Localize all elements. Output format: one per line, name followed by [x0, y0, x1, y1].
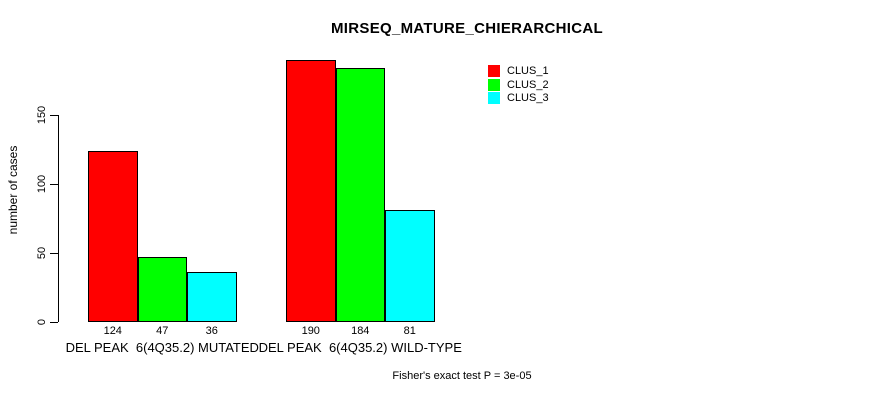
- legend-swatch: [488, 78, 500, 91]
- y-tick-mark: [50, 322, 58, 323]
- bar-clus_1-group2: [286, 59, 336, 322]
- y-tick-mark: [50, 115, 58, 116]
- legend-item-clus_3: CLUS_3: [488, 92, 549, 104]
- legend: CLUS_1 CLUS_2 CLUS_3: [488, 65, 549, 104]
- bar-clus_3-group2: [385, 210, 435, 322]
- bar-value-label: 36: [205, 325, 218, 337]
- bar-value-label: 190: [301, 325, 320, 337]
- bar-value-label: 184: [351, 325, 370, 337]
- bar-value-label: 124: [103, 325, 122, 337]
- legend-label: CLUS_2: [507, 78, 549, 91]
- y-tick-label: 50: [36, 246, 48, 260]
- bar-value-label: 81: [403, 325, 416, 337]
- y-tick-label: 150: [36, 105, 48, 125]
- y-tick-label: 0: [36, 318, 48, 326]
- y-tick-mark: [50, 253, 58, 254]
- bar-clus_2-group2: [335, 68, 385, 322]
- legend-swatch: [488, 65, 500, 77]
- y-tick-label: 100: [36, 174, 48, 194]
- bar-clus_3-group1: [187, 272, 237, 322]
- bar-clus_1-group1: [88, 150, 138, 322]
- legend-item-clus_1: CLUS_1: [488, 65, 549, 77]
- y-tick-mark: [50, 184, 58, 185]
- stat-test-note: Fisher's exact test P = 3e-05: [392, 370, 532, 382]
- legend-label: CLUS_1: [507, 65, 549, 77]
- legend-item-clus_2: CLUS_2: [488, 78, 549, 91]
- legend-label: CLUS_3: [507, 92, 549, 104]
- x-category-label: DEL PEAK 6(4Q35.2) MUTATED: [65, 340, 259, 355]
- x-category-label: DEL PEAK 6(4Q35.2) WILD-TYPE: [258, 340, 462, 355]
- bar-value-label: 47: [156, 325, 169, 337]
- y-axis-line: [58, 115, 59, 322]
- y-axis-title: number of cases: [6, 145, 20, 235]
- chart-title: MIRSEQ_MATURE_CHIERARCHICAL: [331, 20, 603, 37]
- bar-clus_2-group1: [137, 257, 187, 322]
- legend-swatch: [488, 92, 500, 104]
